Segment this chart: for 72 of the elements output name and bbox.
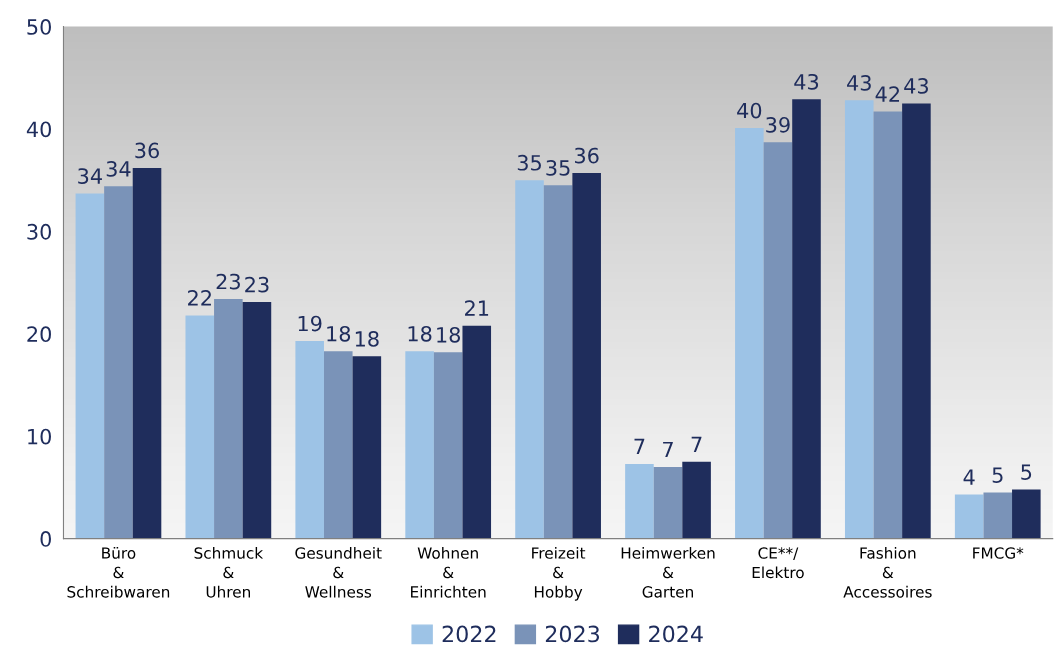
x-tick-label: CE**/ Elektro [752, 547, 804, 579]
legend-label: 2024 [649, 625, 703, 643]
x-tick-label: Heimwerken & Garten [621, 546, 715, 598]
bar [844, 100, 874, 539]
bar [983, 492, 1013, 539]
data-label: 36 [575, 147, 599, 164]
x-tick-label: Wohnen & Einrichten [411, 546, 486, 598]
bar [104, 186, 133, 539]
data-label: 18 [437, 326, 461, 343]
data-label: 19 [298, 315, 322, 332]
bar [873, 111, 903, 539]
y-tick-label: 30 [27, 223, 51, 240]
bar [543, 185, 573, 539]
data-label: 7 [691, 436, 702, 452]
y-tick-label: 20 [27, 326, 51, 343]
bar [954, 494, 984, 539]
data-label: 34 [106, 161, 131, 177]
bar [214, 299, 243, 539]
bar [515, 180, 544, 539]
bar [653, 466, 683, 539]
data-label: 39 [766, 116, 790, 133]
y-tick-label: 50 [27, 19, 51, 35]
x-tick-label: Gesundheit & Wellness [295, 546, 382, 598]
data-label: 7 [663, 441, 673, 458]
x-tick-label: Fashion & Accessoires [843, 546, 932, 598]
y-tick-label: 10 [28, 428, 51, 445]
data-label: 36 [135, 142, 159, 159]
bar [405, 351, 434, 539]
data-label: 43 [904, 78, 928, 94]
data-label: 5 [1021, 464, 1032, 480]
data-label: 40 [737, 102, 762, 119]
bar [323, 351, 353, 539]
data-label: 18 [327, 325, 351, 342]
data-label: 21 [465, 300, 489, 316]
bar [433, 352, 463, 539]
bar [132, 167, 162, 539]
data-label: 5 [992, 467, 1003, 483]
bar [625, 463, 654, 539]
data-label: 18 [355, 331, 379, 347]
x-tick-label: Schmuck & Uhren [194, 546, 264, 598]
data-label: 23 [216, 273, 240, 290]
bar [902, 103, 931, 539]
x-tick-label: Büro & Schreibwaren [67, 547, 170, 598]
data-label: 23 [245, 276, 269, 293]
data-label: 43 [794, 73, 819, 90]
x-tick-label: Freizeit & Hobby [532, 546, 586, 601]
bar [572, 173, 601, 539]
data-label: 34 [78, 168, 102, 184]
legend-label: 2023 [545, 625, 600, 643]
bar [75, 193, 105, 539]
data-label: 22 [188, 290, 211, 306]
bar [792, 99, 821, 539]
data-label: 42 [875, 86, 900, 102]
bar [295, 341, 324, 539]
bar [185, 315, 215, 539]
bar [462, 325, 492, 539]
legend-label: 2022 [442, 625, 496, 643]
data-label: 4 [963, 469, 975, 485]
data-label: 35 [546, 159, 570, 176]
x-tick-label: FMCG* [973, 547, 1024, 559]
bar [352, 356, 382, 539]
data-label: 7 [634, 438, 645, 454]
bar [763, 142, 793, 539]
bar [682, 461, 711, 539]
data-label: 43 [847, 74, 871, 91]
data-label: 18 [408, 325, 432, 342]
bar [242, 302, 272, 539]
data-label: 35 [517, 154, 541, 171]
y-tick-label: 0 [40, 531, 51, 547]
bar [735, 127, 764, 539]
y-tick-label: 40 [26, 121, 51, 138]
bar [1012, 489, 1041, 539]
